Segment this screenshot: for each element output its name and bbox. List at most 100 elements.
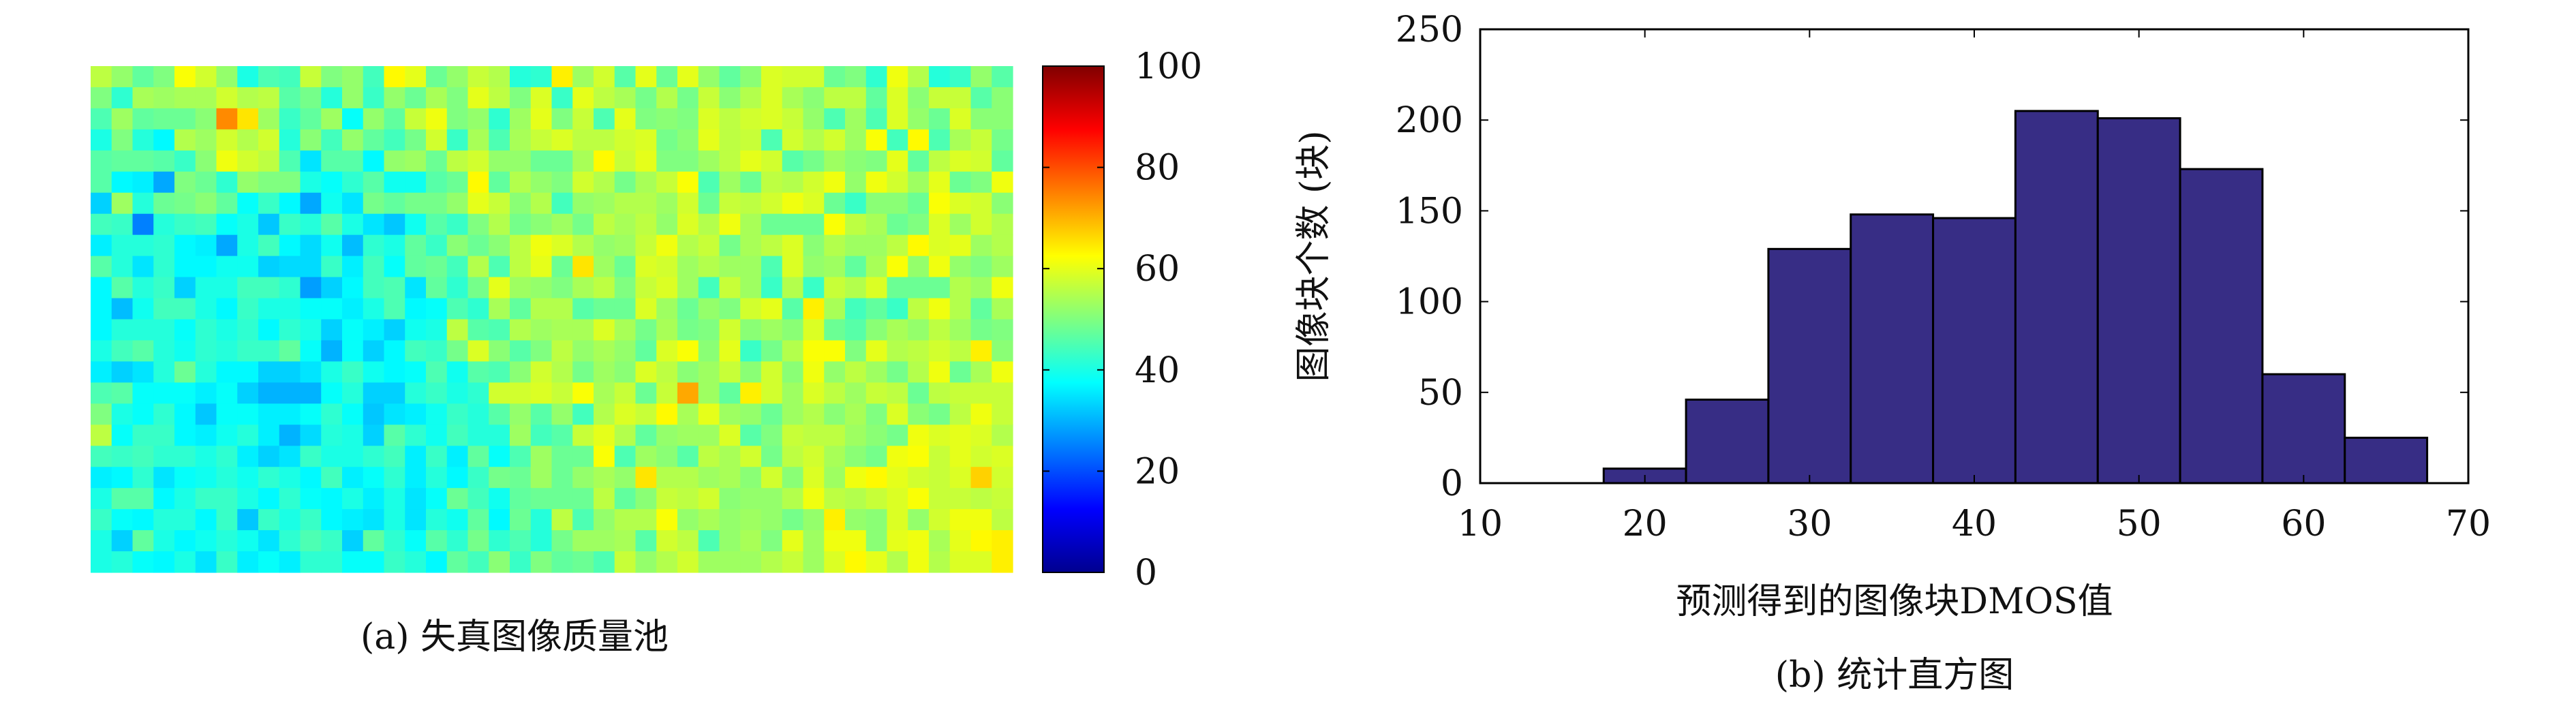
heatmap-cell	[111, 509, 134, 531]
heatmap-cell	[216, 256, 238, 278]
heatmap-cell	[970, 256, 992, 278]
heatmap-cell	[111, 446, 134, 467]
heatmap-cell	[908, 192, 930, 215]
heatmap-cell	[405, 234, 427, 257]
heatmap-cell	[132, 213, 154, 236]
heatmap-cell	[698, 213, 720, 236]
heatmap-cell	[949, 234, 972, 257]
heatmap-cell	[782, 382, 804, 404]
heatmap-cell	[237, 66, 259, 88]
heatmap-cell	[614, 361, 637, 383]
heatmap-cell	[300, 256, 322, 278]
heatmap-cell	[594, 171, 615, 194]
heatmap-cell	[153, 319, 175, 341]
heatmap-cell	[803, 192, 825, 215]
heatmap-cell	[698, 382, 720, 404]
heatmap-cell	[342, 150, 364, 172]
heatmap-cell	[551, 213, 573, 236]
heatmap-cell	[530, 446, 553, 467]
heatmap-cell	[865, 319, 888, 341]
heatmap-cell	[594, 277, 615, 299]
heatmap-cell	[845, 467, 867, 489]
heatmap-cell	[698, 340, 720, 363]
heatmap-cell	[321, 361, 343, 383]
heatmap-cell	[426, 509, 448, 531]
heatmap-cell	[887, 256, 908, 278]
heatmap-cell	[929, 213, 951, 236]
heatmap-cell	[363, 256, 385, 278]
heatmap-cell	[195, 192, 217, 215]
heatmap-cell	[216, 509, 238, 531]
heatmap-cell	[635, 234, 657, 257]
heatmap-cell	[153, 234, 175, 257]
heatmap-cell	[467, 108, 489, 130]
heatmap-cell	[677, 319, 699, 341]
heatmap-cell	[656, 256, 678, 278]
heatmap-cell	[279, 234, 301, 257]
heatmap-cell	[992, 425, 1013, 446]
heatmap-cell	[489, 234, 510, 257]
heatmap-cell	[195, 87, 217, 109]
heatmap-cell	[342, 129, 364, 151]
heatmap-cell	[132, 551, 154, 573]
heatmap-cell	[510, 277, 532, 299]
heatmap-cell	[551, 361, 573, 383]
heatmap-cell	[153, 425, 175, 446]
heatmap-cell	[384, 446, 405, 467]
heatmap-cell	[342, 87, 364, 109]
heatmap-cell	[824, 403, 846, 425]
heatmap-cell	[824, 66, 846, 88]
heatmap-cell	[111, 361, 134, 383]
heatmap-cell	[153, 277, 175, 299]
heatmap-cell	[572, 171, 594, 194]
heatmap-cell	[845, 150, 867, 172]
heatmap-cell	[216, 66, 238, 88]
heatmap-cell	[91, 530, 112, 552]
heatmap-cell	[803, 66, 825, 88]
heatmap-cell	[279, 256, 301, 278]
heatmap-cell	[258, 361, 280, 383]
heatmap-cell	[467, 425, 489, 446]
heatmap-cell	[949, 467, 972, 489]
heatmap-cell	[929, 129, 951, 151]
heatmap-cell	[824, 488, 846, 510]
heatmap-cell	[467, 129, 489, 151]
heatmap-cell	[489, 298, 510, 320]
heatmap-cell	[279, 87, 301, 109]
heatmap-cell	[949, 361, 972, 383]
heatmap-cell	[865, 382, 888, 404]
heatmap-cell	[258, 213, 280, 236]
heatmap-cell	[279, 340, 301, 363]
heatmap-cell	[426, 488, 448, 510]
heatmap-cell	[195, 551, 217, 573]
heatmap-cell	[970, 403, 992, 425]
heatmap-cell	[572, 551, 594, 573]
heatmap-cell	[949, 488, 972, 510]
heatmap-cell	[384, 298, 405, 320]
heatmap-cell	[865, 509, 888, 531]
heatmap-cell	[740, 340, 762, 363]
heatmap-cell	[761, 129, 783, 151]
heatmap-cell	[426, 530, 448, 552]
heatmap-cell	[446, 340, 469, 363]
heatmap-cell	[992, 361, 1013, 383]
heatmap-cell	[321, 319, 343, 341]
heatmap-cell	[132, 66, 154, 88]
heatmap-cell	[614, 213, 637, 236]
heatmap-cell	[237, 361, 259, 383]
heatmap-cell	[740, 551, 762, 573]
heatmap-cell	[258, 277, 280, 299]
heatmap-cell	[300, 319, 322, 341]
heatmap-cell	[740, 171, 762, 194]
heatmap-cell	[530, 192, 553, 215]
heatmap-cell	[845, 213, 867, 236]
heatmap-cell	[258, 234, 280, 257]
heatmap-cell	[929, 192, 951, 215]
heatmap-cell	[594, 234, 615, 257]
x-tick-label: 40	[1952, 504, 1997, 544]
heatmap	[91, 66, 1013, 573]
heatmap-cell	[132, 171, 154, 194]
heatmap-cell	[824, 361, 846, 383]
heatmap-cell	[111, 213, 134, 236]
heatmap-cell	[91, 298, 112, 320]
